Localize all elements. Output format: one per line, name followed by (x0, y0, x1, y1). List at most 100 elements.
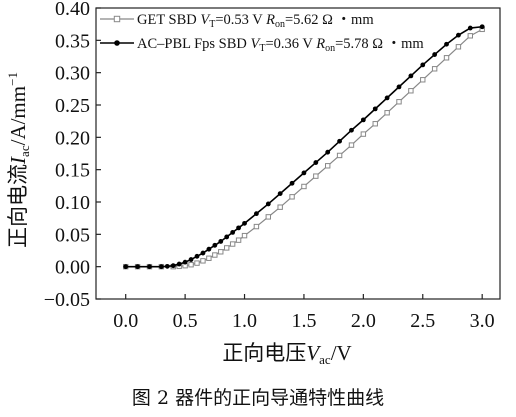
data-point (455, 44, 462, 50)
y-axis-title: 正向电流Iac/A/mm−1 (5, 72, 32, 248)
plot-frame (95, 7, 501, 300)
legend-label: GET SBD VT=0.53 V Ron=5.62 Ω ・mm (137, 12, 374, 30)
data-point (325, 163, 331, 169)
data-point (224, 245, 230, 251)
data-point (467, 25, 473, 31)
legend-marker (113, 15, 121, 23)
x-tick-label: 0.0 (113, 310, 138, 332)
data-point (467, 33, 473, 39)
data-point (360, 117, 366, 123)
data-point (265, 201, 271, 207)
data-point (206, 246, 212, 252)
legend-marker (114, 40, 120, 46)
data-point (396, 84, 402, 90)
data-point (444, 41, 449, 47)
y-tick-label: 0.25 (55, 95, 90, 117)
data-point (384, 95, 390, 101)
data-point (408, 73, 414, 79)
data-point (349, 127, 354, 133)
data-point (420, 62, 426, 68)
data-point (372, 121, 378, 127)
series-ac-pbl-fps-sbd (123, 24, 485, 270)
data-point (194, 253, 200, 259)
series-line (125, 28, 483, 268)
data-point (431, 66, 438, 72)
x-tick-label: 1.0 (232, 310, 257, 332)
data-point (176, 261, 182, 267)
data-point (188, 257, 194, 262)
data-point (456, 32, 461, 38)
y-tick-label: 0.15 (55, 160, 90, 182)
data-point (254, 211, 259, 217)
data-point (158, 264, 164, 270)
data-point (212, 242, 218, 248)
data-point (479, 24, 485, 30)
data-point (253, 223, 260, 230)
data-point (384, 110, 390, 116)
x-tick-label: 1.5 (291, 310, 316, 332)
y-tick-label: 0.00 (55, 257, 90, 279)
data-point (224, 234, 230, 240)
x-tick-label: 3.0 (470, 310, 495, 332)
x-tick-label: 2.0 (351, 310, 376, 332)
data-point (235, 237, 242, 243)
y-tick-label: 0.35 (55, 30, 90, 52)
data-point (408, 88, 414, 94)
data-point (277, 204, 283, 210)
y-tick-label: 0.30 (55, 63, 90, 85)
data-point (360, 131, 367, 137)
data-point (301, 170, 307, 176)
x-tick-label: 2.5 (410, 310, 435, 332)
y-tick-label: 0.20 (55, 127, 90, 149)
data-point (313, 160, 319, 165)
data-point (182, 259, 188, 265)
data-point (200, 250, 206, 256)
data-point (372, 106, 378, 112)
data-point (313, 173, 319, 179)
y-tick-label: −0.05 (44, 289, 90, 311)
data-point (206, 255, 212, 261)
data-point (301, 183, 307, 190)
y-tick-label: 0.40 (55, 0, 90, 20)
data-point (289, 194, 295, 200)
axis-ticks: 0.0 0.5 1.0 1.5 2.0 2.5 3.0 −0.05 0.00 0.05 0.10 0.… (44, 0, 495, 332)
data-point (242, 220, 247, 226)
data-point (170, 263, 176, 269)
data-point (229, 241, 236, 247)
data-point (236, 225, 241, 231)
data-point (336, 152, 343, 159)
legend-label: AC–PBL Fps SBD VT=0.36 V Ron=5.78 Ω ・mm (137, 36, 424, 54)
y-tick-label: 0.05 (55, 224, 90, 246)
legend-item: GET SBD VT=0.53 V Ron=5.62 Ω ・mm (100, 12, 374, 30)
data-point (164, 263, 170, 269)
legend-item: AC–PBL Fps SBD VT=0.36 V Ron=5.78 Ω ・mm (100, 36, 424, 54)
data-point (443, 55, 450, 61)
data-point (337, 138, 342, 144)
data-point (348, 142, 355, 148)
x-axis-title: 正向电压Vac/V (222, 341, 351, 367)
data-point (218, 249, 224, 255)
data-point (200, 258, 206, 264)
data-point (420, 77, 426, 83)
series-layer (123, 24, 485, 270)
figure-caption: 图 2 器件的正向导通特性曲线 (132, 387, 384, 409)
data-point (188, 262, 194, 268)
data-point (277, 191, 283, 196)
data-point (123, 264, 129, 270)
legend: GET SBD VT=0.53 V Ron=5.62 Ω ・mm AC–PBL F… (100, 12, 424, 54)
data-point (241, 232, 248, 239)
data-point (212, 252, 218, 258)
data-point (265, 214, 271, 220)
data-point (194, 260, 200, 266)
data-point (135, 264, 140, 270)
data-point (289, 180, 295, 186)
data-point (147, 264, 152, 270)
x-tick-label: 0.5 (173, 310, 198, 332)
data-point (230, 229, 236, 235)
data-point (432, 52, 438, 57)
plot-area (95, 7, 501, 300)
data-point (218, 239, 224, 244)
series-get-sbd (123, 26, 485, 270)
data-point (396, 99, 402, 105)
